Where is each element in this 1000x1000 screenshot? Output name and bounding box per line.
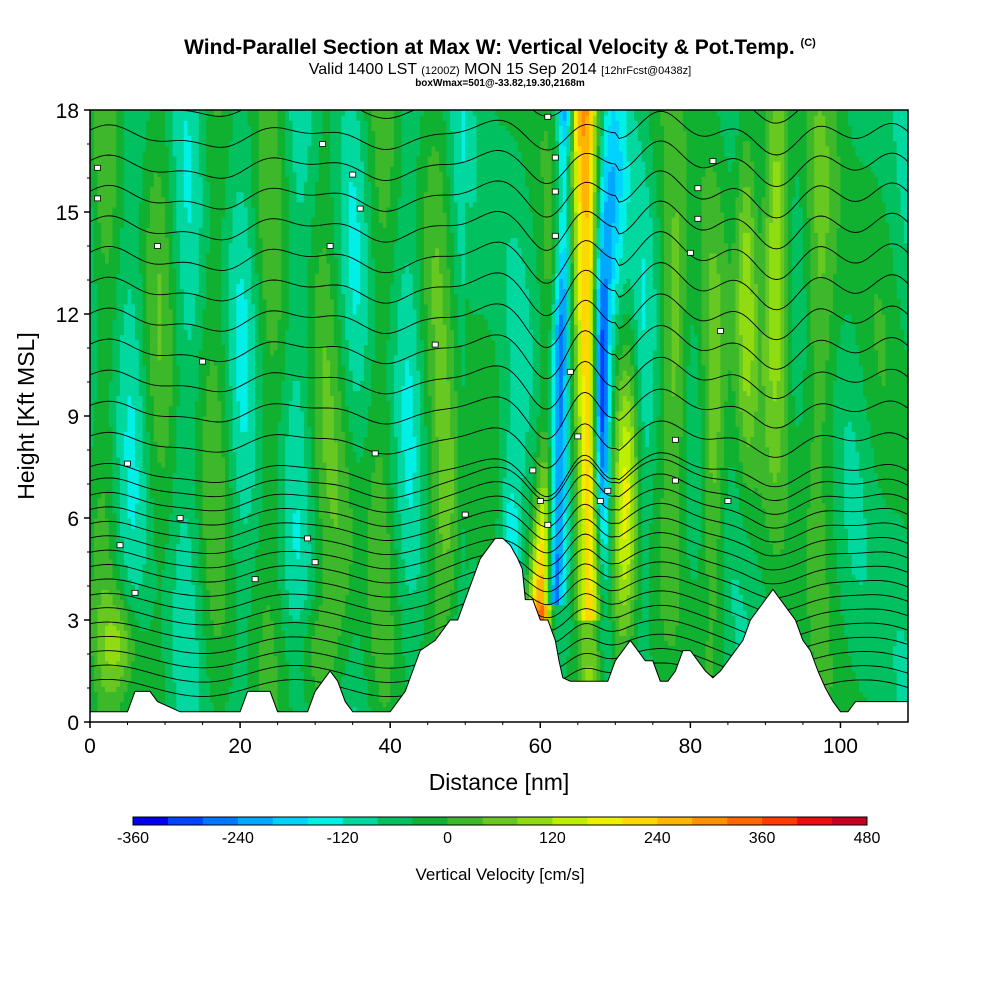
x-axis-title: Distance [nm] <box>429 769 570 795</box>
theta-label-marker <box>672 437 678 442</box>
theta-label-marker <box>567 369 573 374</box>
theta-label-marker <box>305 536 311 541</box>
colorbar-tick-label: -360 <box>117 830 149 847</box>
colorbar-swatch <box>797 817 832 825</box>
x-tick-label: 60 <box>529 735 552 758</box>
theta-label-marker <box>537 499 543 504</box>
y-tick-label: 12 <box>56 304 79 327</box>
y-tick-label: 0 <box>67 712 79 735</box>
x-tick-label: 40 <box>379 735 402 758</box>
colorbar-swatch <box>727 817 762 825</box>
y-tick-label: 18 <box>56 100 79 123</box>
theta-label-marker <box>320 142 326 147</box>
y-axis-title: Height [Kft MSL] <box>13 332 39 499</box>
theta-label-marker <box>95 196 101 201</box>
theta-label-marker <box>327 244 333 249</box>
colorbar-swatch <box>168 817 203 825</box>
y-tick-label: 3 <box>67 610 79 633</box>
colorbar-tick-label: 240 <box>644 830 671 847</box>
colorbar-tick-label: -240 <box>222 830 254 847</box>
colorbar-swatch <box>692 817 727 825</box>
y-tick-label: 15 <box>56 202 79 225</box>
theta-label-marker <box>695 216 701 221</box>
colorbar-title: Vertical Velocity [cm/s] <box>415 865 584 884</box>
colorbar-swatch <box>552 817 587 825</box>
colorbar-swatch <box>413 817 448 825</box>
colorbar-swatch <box>483 817 518 825</box>
theta-label-marker <box>672 478 678 483</box>
theta-label-marker <box>687 250 693 255</box>
colorbar-swatch <box>587 817 622 825</box>
theta-label-marker <box>717 329 723 334</box>
x-tick-label: 80 <box>679 735 702 758</box>
colorbar-swatch <box>203 817 238 825</box>
theta-label-marker <box>575 434 581 439</box>
colorbar-swatch <box>762 817 797 825</box>
theta-label-marker <box>125 461 131 466</box>
theta-label-marker <box>725 499 731 504</box>
theta-label-marker <box>545 522 551 527</box>
theta-label-marker <box>530 468 536 473</box>
colorbar: -360 -240 -120 0 120 240 360 480 <box>117 817 880 847</box>
theta-label-marker <box>552 233 558 238</box>
colorbar-swatch <box>657 817 692 825</box>
y-tick-label: 9 <box>67 406 79 429</box>
colorbar-swatch <box>622 817 657 825</box>
x-tick-label: 0 <box>84 735 96 758</box>
theta-label-marker <box>95 165 101 170</box>
theta-label-marker <box>605 488 611 493</box>
colorbar-swatch <box>378 817 413 825</box>
colorbar-swatch <box>273 817 308 825</box>
theta-label-marker <box>552 189 558 194</box>
theta-label-marker <box>132 590 138 595</box>
colorbar-tick-label: -120 <box>327 830 359 847</box>
colorbar-tick-label: 360 <box>749 830 776 847</box>
y-tick-label: 6 <box>67 508 79 531</box>
theta-label-marker <box>357 206 363 211</box>
theta-label-marker <box>710 159 716 164</box>
x-tick-label: 20 <box>228 735 251 758</box>
theta-label-marker <box>117 543 123 548</box>
theta-label-marker <box>350 172 356 177</box>
colorbar-tick-label: 0 <box>443 830 452 847</box>
theta-label-marker <box>545 114 551 119</box>
colorbar-swatch <box>238 817 273 825</box>
theta-label-marker <box>552 155 558 160</box>
theta-label-marker <box>695 186 701 191</box>
theta-label-marker <box>252 577 258 582</box>
theta-label-marker <box>462 512 468 517</box>
theta-label-marker <box>177 516 183 521</box>
colorbar-swatch <box>518 817 553 825</box>
colorbar-swatch <box>448 817 483 825</box>
colorbar-tick-label: 120 <box>539 830 566 847</box>
theta-label-marker <box>200 359 206 364</box>
theta-label-marker <box>312 560 318 565</box>
colorbar-swatch <box>832 817 867 825</box>
theta-label-marker <box>432 342 438 347</box>
theta-label-marker <box>155 244 161 249</box>
theta-label-marker <box>597 499 603 504</box>
colorbar-swatch <box>308 817 343 825</box>
colorbar-swatch <box>133 817 168 825</box>
colorbar-swatch <box>343 817 378 825</box>
x-tick-label: 100 <box>823 735 858 758</box>
colorbar-tick-label: 480 <box>854 830 881 847</box>
theta-label-marker <box>372 451 378 456</box>
